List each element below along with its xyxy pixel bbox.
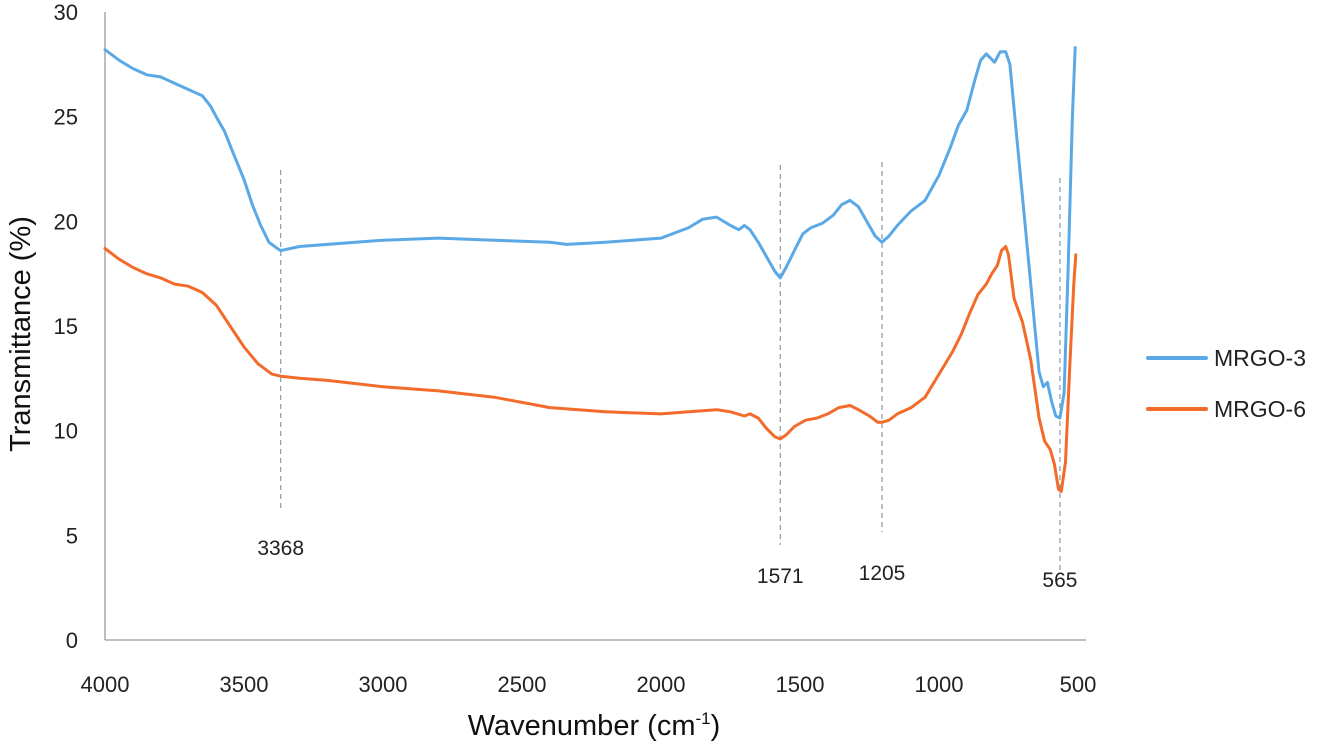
y-tick-label: 20: [54, 209, 78, 234]
x-tick-label: 3500: [220, 672, 269, 697]
axes: 0 5 10 15 20 25 30 4000 3500 3000 2500 2000 1500 1000…: [54, 0, 1097, 697]
legend: MRGO-3 MRGO-6: [1146, 345, 1306, 422]
x-axis-title-close: ): [711, 710, 721, 742]
x-axis-title-main: Wavenumber (cm: [468, 710, 696, 742]
x-tick-label: 2000: [637, 672, 686, 697]
annotation-label: 565: [1042, 569, 1077, 592]
series-line-mrgo-6: [103, 245, 1078, 493]
legend-label: MRGO-3: [1214, 345, 1306, 371]
series-line-mrgo-3: [103, 46, 1077, 420]
x-axis-title-superscript: -1: [695, 709, 710, 728]
annotation-lines: [280, 162, 1061, 570]
y-axis-title: Transmittance (%): [5, 216, 37, 452]
annotation-labels: 3368 1571 1205 565: [257, 537, 1077, 592]
y-tick-label: 10: [54, 419, 78, 444]
annotation-label: 3368: [257, 537, 304, 560]
x-tick-label: 1000: [915, 672, 964, 697]
x-tick-label: 500: [1060, 672, 1097, 697]
x-axis-title: Wavenumber (cm-1): [468, 709, 721, 742]
series-layer: [103, 46, 1078, 493]
legend-label: MRGO-6: [1214, 396, 1306, 422]
x-tick-label: 2500: [498, 672, 547, 697]
y-tick-label: 5: [66, 523, 78, 548]
x-tick-label: 3000: [359, 672, 408, 697]
y-tick-label: 15: [54, 314, 78, 339]
y-tick-label: 30: [54, 0, 78, 25]
y-tick-label: 25: [54, 105, 78, 130]
x-tick-label: 1500: [776, 672, 825, 697]
annotation-label: 1205: [859, 562, 906, 585]
x-tick-label: 4000: [81, 672, 130, 697]
y-tick-label: 0: [66, 628, 78, 653]
annotation-label: 1571: [757, 565, 804, 588]
